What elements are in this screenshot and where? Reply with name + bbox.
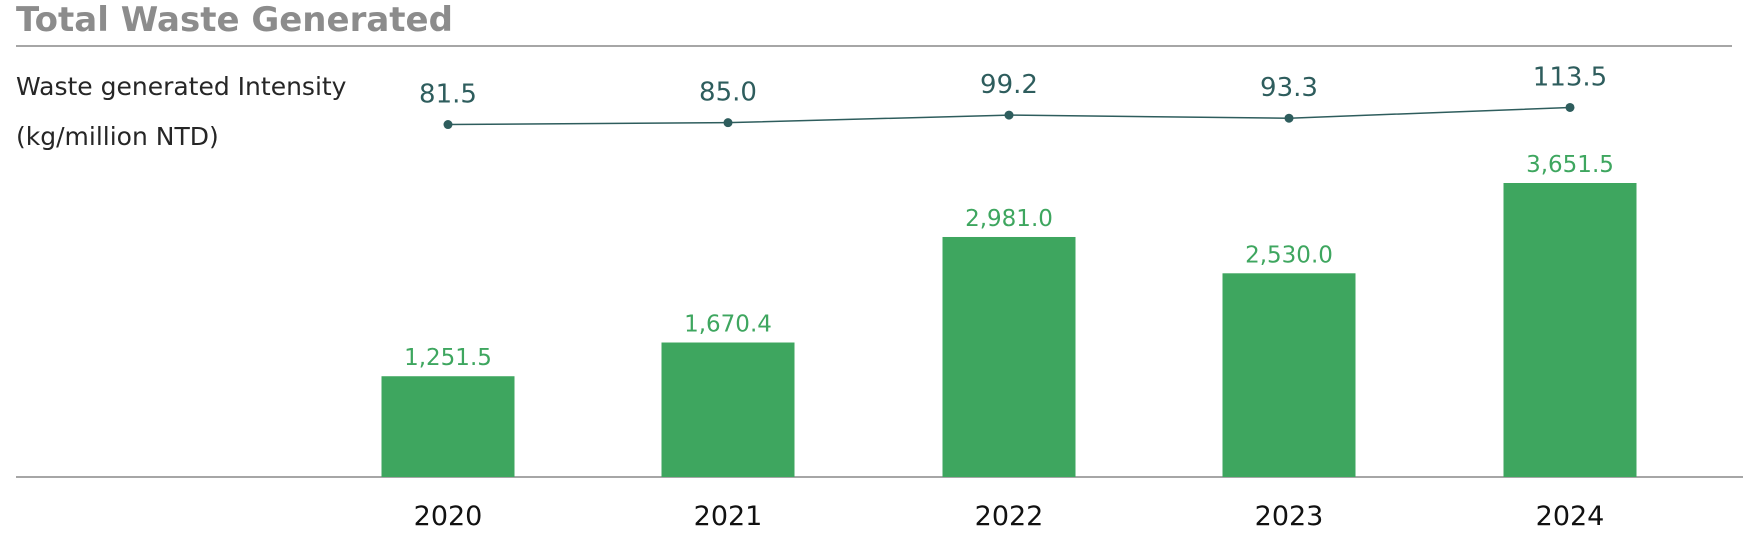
x-tick-label-2022: 2022 bbox=[975, 501, 1044, 532]
x-tick-label-2020: 2020 bbox=[414, 501, 483, 532]
bar-value-label-2022: 2,981.0 bbox=[965, 206, 1053, 232]
bar-value-label-2021: 1,670.4 bbox=[684, 312, 772, 338]
bar-2020 bbox=[381, 376, 515, 477]
intensity-point-2023 bbox=[1284, 113, 1294, 123]
intensity-point-2024 bbox=[1565, 102, 1575, 112]
intensity-axis-label: Waste generated Intensity (kg/million NT… bbox=[16, 62, 346, 162]
bar-2022 bbox=[942, 236, 1076, 477]
bar-value-label-2020: 1,251.5 bbox=[404, 345, 492, 371]
bar-value-label-2024: 3,651.5 bbox=[1526, 152, 1614, 178]
intensity-value-label-2023: 93.3 bbox=[1260, 73, 1318, 103]
bar-2021 bbox=[661, 342, 795, 477]
intensity-label-line1: Waste generated Intensity bbox=[16, 72, 347, 101]
intensity-value-label-2021: 85.0 bbox=[699, 78, 757, 108]
bar-2023 bbox=[1222, 273, 1356, 477]
intensity-point-2021 bbox=[723, 118, 733, 128]
x-tick-label-2024: 2024 bbox=[1536, 501, 1605, 532]
bar-value-label-2023: 2,530.0 bbox=[1245, 242, 1333, 268]
intensity-value-label-2024: 113.5 bbox=[1533, 62, 1607, 92]
x-tick-label-2023: 2023 bbox=[1255, 501, 1324, 532]
intensity-point-2022 bbox=[1004, 110, 1014, 120]
intensity-label-line2: (kg/million NTD) bbox=[16, 122, 219, 151]
x-tick-label-2021: 2021 bbox=[694, 501, 763, 532]
title-divider bbox=[16, 45, 1732, 47]
intensity-point-2020 bbox=[443, 120, 453, 130]
intensity-value-label-2022: 99.2 bbox=[980, 70, 1038, 100]
chart-title: Total Waste Generated bbox=[16, 0, 453, 40]
intensity-value-label-2020: 81.5 bbox=[419, 80, 477, 110]
bar-2024 bbox=[1503, 183, 1637, 477]
